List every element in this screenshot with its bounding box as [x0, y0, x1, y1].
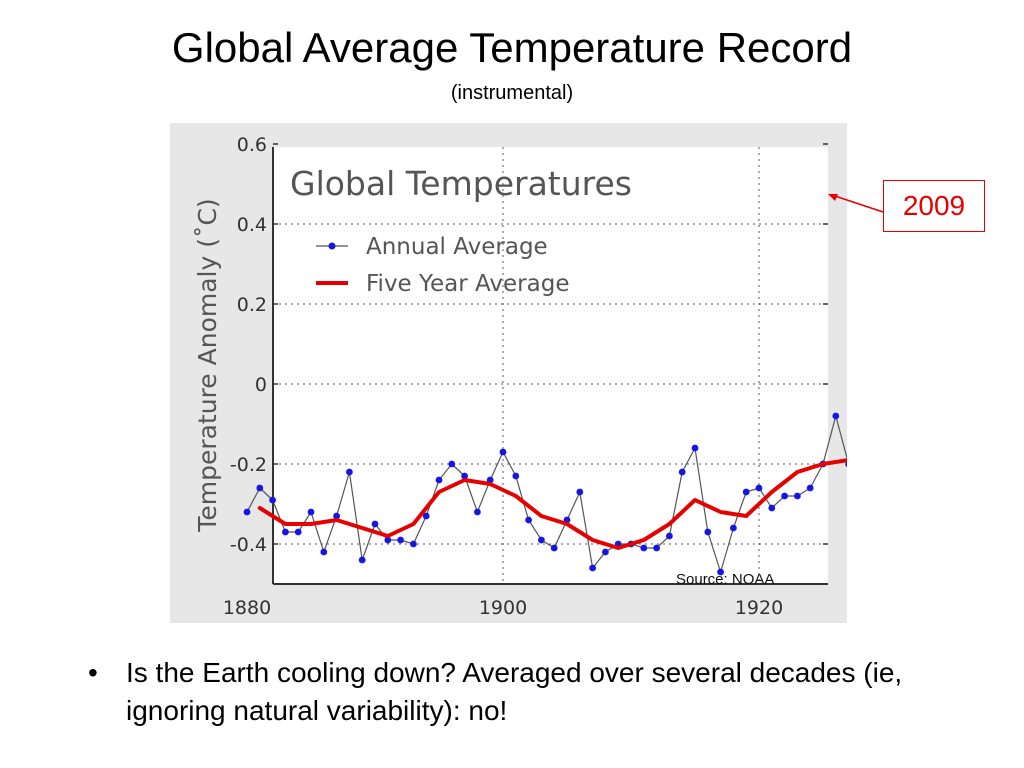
- source-label: Source: NOAA: [676, 571, 774, 588]
- annual-data-point: [781, 492, 788, 500]
- annual-data-point: [461, 472, 468, 480]
- annual-data-point: [602, 548, 609, 556]
- annual-data-point: [832, 412, 840, 420]
- annual-data-point: [640, 544, 648, 552]
- annual-data-point: [730, 524, 737, 532]
- annual-data-point: [346, 468, 353, 476]
- annual-data-point: [384, 536, 392, 544]
- annual-data-point: [755, 484, 763, 492]
- annual-data-point: [410, 540, 417, 548]
- annual-data-point: [666, 532, 673, 540]
- slide-subtitle: (instrumental): [450, 82, 574, 104]
- annual-data-point: [512, 472, 520, 480]
- annual-data-point: [806, 484, 814, 492]
- annual-data-point: [704, 528, 712, 536]
- annual-data-point: [256, 484, 264, 492]
- legend-annual-label: Annual Average: [366, 234, 548, 260]
- annual-data-point: [269, 496, 276, 504]
- plot-area: [273, 147, 828, 584]
- temperature-chart: 1880190019201940196019802000-0.4-0.200.2…: [193, 134, 847, 619]
- callout-2009-label: 2009: [883, 180, 985, 232]
- annual-data-point: [486, 476, 494, 484]
- annual-data-point: [499, 448, 507, 456]
- annual-data-point: [845, 461, 847, 467]
- y-tick-label: -0.2: [230, 454, 267, 476]
- y-tick-label: 0.2: [237, 294, 267, 316]
- annual-data-point: [678, 468, 686, 476]
- slide-title: Global Average Temperature Record: [171, 24, 853, 71]
- five-year-average-line: [257, 458, 847, 550]
- legend-five-year-label: Five Year Average: [366, 271, 569, 297]
- chart-panel: 1880190019201940196019802000-0.4-0.200.2…: [170, 123, 847, 623]
- x-tick-label: 1900: [479, 597, 527, 619]
- chart-title: Global Temperatures: [290, 164, 632, 203]
- annual-data-point: [307, 508, 315, 516]
- bullet-text: Is the Earth cooling down? Averaged over…: [126, 657, 903, 726]
- annual-data-point: [691, 444, 699, 452]
- x-tick-label: 1920: [735, 597, 783, 619]
- annual-data-point: [294, 528, 302, 536]
- annual-data-point: [358, 556, 366, 564]
- x-tick-label: 1880: [223, 597, 271, 619]
- annual-data-point: [435, 476, 443, 484]
- legend-annual-marker: [328, 242, 336, 250]
- annual-data-point: [768, 504, 776, 512]
- y-tick-label: 0: [255, 374, 267, 396]
- bullet-item: • Is the Earth cooling down? Averaged ov…: [88, 654, 968, 730]
- annual-data-point: [320, 548, 328, 556]
- bullet-marker: •: [88, 657, 98, 688]
- annual-data-point: [794, 492, 801, 500]
- annual-data-point: [474, 508, 481, 516]
- annual-data-point: [717, 568, 724, 576]
- annual-data-point: [576, 488, 584, 496]
- annual-average-line: [246, 413, 847, 575]
- y-tick-label: 0.6: [237, 134, 267, 156]
- annual-data-point: [525, 516, 532, 524]
- annual-data-point: [371, 520, 379, 528]
- annual-data-point: [243, 508, 251, 516]
- annual-data-point: [589, 564, 596, 572]
- annual-data-point: [653, 544, 660, 552]
- annual-data-point: [333, 512, 340, 520]
- y-axis-label: Temperature Anomaly (˚C): [193, 198, 222, 532]
- annual-data-point: [448, 460, 456, 468]
- annual-data-point: [282, 528, 289, 536]
- annual-data-point: [742, 488, 750, 496]
- annual-data-point: [422, 512, 430, 520]
- annual-data-point: [538, 536, 545, 544]
- y-tick-label: -0.4: [230, 534, 267, 556]
- annual-data-point: [550, 544, 558, 552]
- annual-data-point: [397, 536, 404, 544]
- y-tick-label: 0.4: [237, 214, 267, 236]
